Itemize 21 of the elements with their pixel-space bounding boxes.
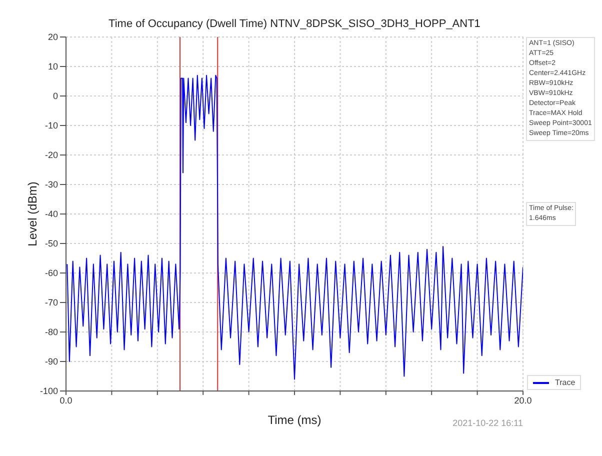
y-tick-label: -60 <box>44 268 58 278</box>
x-tick-label: 20.0 <box>514 395 532 406</box>
y-tick-label: -40 <box>44 209 58 220</box>
y-tick-label: 10 <box>48 62 58 72</box>
chart-title: Time of Occupancy (Dwell Time) NTNV_8DPSK_SISO_3DH3_HOPP_ANT1 <box>108 18 482 30</box>
y-tick-label: -70 <box>44 298 58 308</box>
x-tick-label: 0.0 <box>60 395 72 406</box>
y-tick-label: -80 <box>44 327 58 338</box>
y-tick-label: -100 <box>40 386 58 396</box>
legend-label: Trace <box>555 378 576 387</box>
y-tick-label: -20 <box>44 150 58 160</box>
y-tick-label: -10 <box>44 120 58 131</box>
text: 2021-10-22 16:11 <box>452 418 523 428</box>
y-tick-label: 0 <box>52 91 58 102</box>
y-tick-label: -50 <box>44 238 58 249</box>
y-tick-label: -90 <box>44 356 58 367</box>
y-axis-title: Level (dBm) <box>25 182 39 246</box>
x-axis-title: Time (ms) <box>268 413 322 427</box>
y-tick-label: 20 <box>48 32 58 42</box>
line-series <box>66 74 523 380</box>
y-tick-label: -30 <box>44 180 58 190</box>
